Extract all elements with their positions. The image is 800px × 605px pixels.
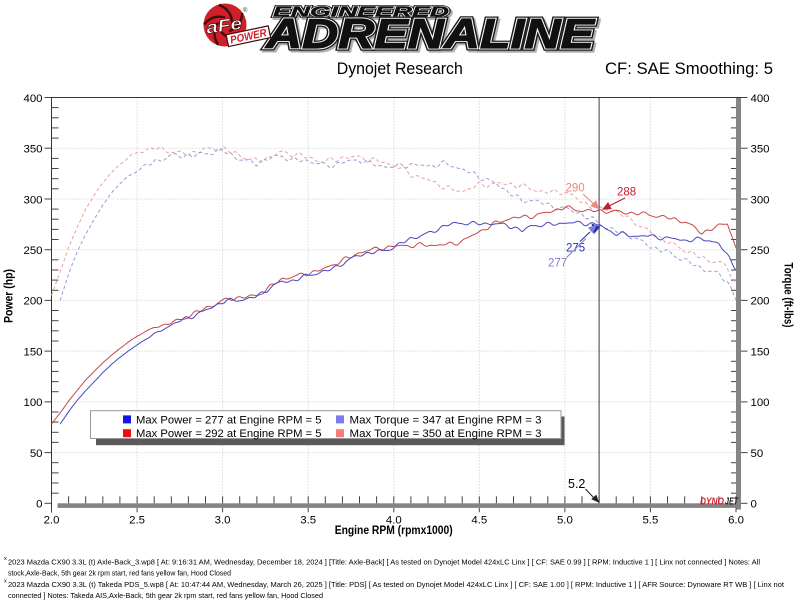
svg-text:Max Power = 277 at Engine RPM: Max Power = 277 at Engine RPM = 5 — [136, 414, 322, 426]
svg-text:250: 250 — [23, 245, 42, 257]
svg-text:®: ® — [243, 7, 248, 14]
svg-text:150: 150 — [751, 346, 770, 358]
svg-text:0: 0 — [36, 499, 42, 511]
svg-text:Max Torque = 347 at Engine RPM: Max Torque = 347 at Engine RPM = 3 — [350, 414, 542, 426]
svg-text:ADRENALINE: ADRENALINE — [265, 10, 597, 57]
svg-text:3.5: 3.5 — [300, 515, 316, 527]
svg-text:2.5: 2.5 — [129, 515, 145, 527]
svg-text:ADRENALINE: ADRENALINE — [267, 12, 599, 59]
svg-text:350: 350 — [751, 144, 770, 156]
svg-text:ADRENALINE: ADRENALINE — [265, 10, 597, 57]
svg-text:290: 290 — [566, 183, 585, 195]
svg-text:150: 150 — [23, 346, 42, 358]
svg-text:2.0: 2.0 — [44, 515, 60, 527]
svg-text:6.0: 6.0 — [728, 515, 744, 527]
svg-text:400: 400 — [23, 93, 42, 105]
svg-text:Torque (ft-lbs): Torque (ft-lbs) — [782, 263, 794, 328]
svg-text:x: x — [4, 556, 7, 562]
svg-text:5.0: 5.0 — [557, 515, 573, 527]
svg-text:277: 277 — [548, 258, 567, 270]
svg-text:4.0: 4.0 — [386, 515, 402, 527]
svg-text:ADRENALINE: ADRENALINE — [265, 10, 597, 57]
svg-text:100: 100 — [751, 397, 770, 409]
svg-text:350: 350 — [23, 144, 42, 156]
svg-text:100: 100 — [23, 397, 42, 409]
svg-text:Dynojet Research: Dynojet Research — [337, 59, 463, 78]
svg-text:Power (hp): Power (hp) — [4, 269, 16, 323]
svg-text:x: x — [4, 578, 7, 584]
svg-text:288: 288 — [617, 187, 636, 199]
svg-text:300: 300 — [751, 194, 770, 206]
svg-text:2023 Mazda CX90 3.3L (t) Take: 2023 Mazda CX90 3.3L (t) Takeda PDS_5.wp… — [8, 580, 784, 589]
svg-text:Max Torque = 350 at Engine RPM: Max Torque = 350 at Engine RPM = 3 — [350, 428, 542, 440]
svg-text:4.5: 4.5 — [471, 515, 487, 527]
svg-text:300: 300 — [23, 194, 42, 206]
svg-text:Max Power = 292 at Engine RPM: Max Power = 292 at Engine RPM = 5 — [136, 428, 322, 440]
svg-text:ENGINEERED: ENGINEERED — [273, 4, 449, 21]
svg-text:0: 0 — [751, 499, 757, 511]
svg-text:connected ] Notes: Takeda AIS,: connected ] Notes: Takeda AIS,Axle-Back,… — [8, 591, 323, 600]
svg-text:JET: JET — [725, 497, 739, 508]
svg-text:200: 200 — [751, 296, 770, 308]
svg-text:ENGINEERED: ENGINEERED — [275, 6, 451, 23]
svg-text:50: 50 — [30, 448, 43, 460]
svg-text:ENGINEERED: ENGINEERED — [273, 4, 449, 21]
svg-text:200: 200 — [23, 296, 42, 308]
svg-text:50: 50 — [751, 448, 764, 460]
svg-text:stock,Axle-Back, 5th gear 2k r: stock,Axle-Back, 5th gear 2k rpm start, … — [8, 569, 231, 578]
svg-text:ENGINEERED: ENGINEERED — [273, 4, 449, 21]
svg-text:400: 400 — [751, 93, 770, 105]
svg-text:250: 250 — [751, 245, 770, 257]
svg-text:DYNO: DYNO — [700, 497, 724, 508]
svg-text:2023 Mazda CX90 3.3L (t) Axle-: 2023 Mazda CX90 3.3L (t) Axle-Back_3.wp8… — [8, 558, 760, 567]
svg-text:CF: SAE Smoothing: 5: CF: SAE Smoothing: 5 — [605, 59, 773, 78]
svg-text:3.0: 3.0 — [215, 515, 231, 527]
svg-text:5.2: 5.2 — [568, 477, 585, 491]
svg-text:5.5: 5.5 — [642, 515, 658, 527]
svg-text:Engine RPM (rpmx1000): Engine RPM (rpmx1000) — [335, 523, 453, 537]
